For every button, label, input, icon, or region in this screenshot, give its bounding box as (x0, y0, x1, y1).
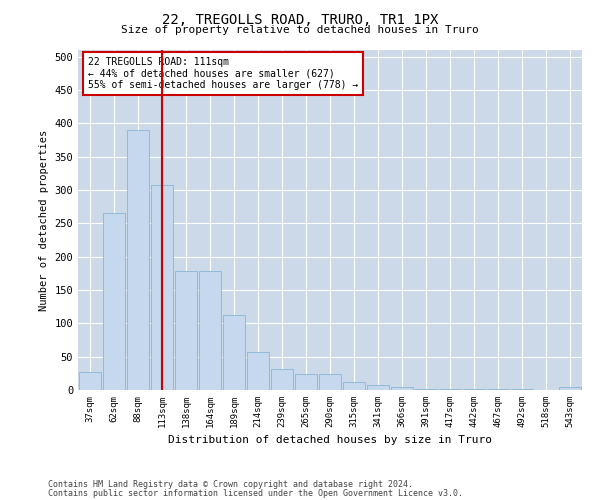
Y-axis label: Number of detached properties: Number of detached properties (39, 130, 49, 310)
Bar (127, 130, 149, 390)
Bar (559, 386, 581, 390)
Bar (103, 214, 125, 390)
Bar (391, 386, 413, 390)
Text: 22, TREGOLLS ROAD, TRURO, TR1 1PX: 22, TREGOLLS ROAD, TRURO, TR1 1PX (162, 12, 438, 26)
Bar (343, 382, 365, 390)
Bar (367, 386, 389, 390)
Bar (319, 374, 341, 390)
Bar (199, 272, 221, 390)
Bar (79, 372, 101, 390)
Bar (223, 314, 245, 390)
Text: Contains public sector information licensed under the Open Government Licence v3: Contains public sector information licen… (48, 488, 463, 498)
Bar (151, 186, 173, 390)
Bar (271, 368, 293, 390)
Bar (295, 374, 317, 390)
Text: Contains HM Land Registry data © Crown copyright and database right 2024.: Contains HM Land Registry data © Crown c… (48, 480, 413, 489)
Text: 22 TREGOLLS ROAD: 111sqm
← 44% of detached houses are smaller (627)
55% of semi-: 22 TREGOLLS ROAD: 111sqm ← 44% of detach… (88, 57, 358, 90)
Bar (175, 272, 197, 390)
X-axis label: Distribution of detached houses by size in Truro: Distribution of detached houses by size … (168, 436, 492, 446)
Bar (247, 352, 269, 390)
Text: Size of property relative to detached houses in Truro: Size of property relative to detached ho… (121, 25, 479, 35)
